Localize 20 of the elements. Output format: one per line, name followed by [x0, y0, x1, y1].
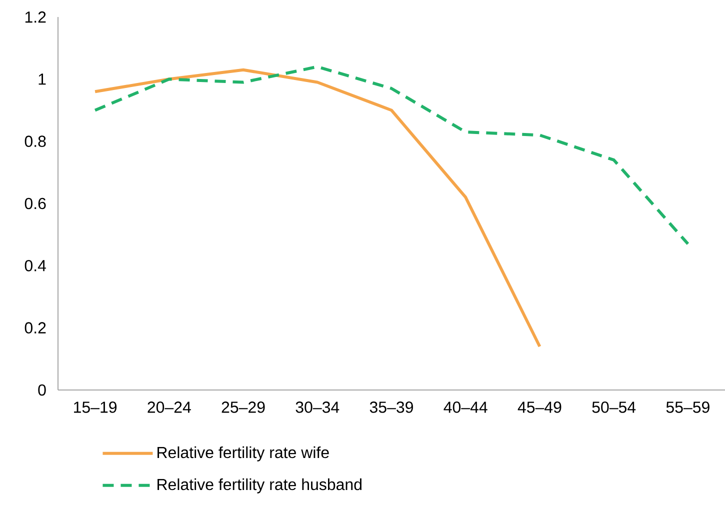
- y-tick-label: 0.6: [24, 198, 46, 210]
- x-tick-label: 30–34: [296, 402, 340, 413]
- line-series: [94, 65, 690, 246]
- y-tick-label: 1.2: [25, 11, 46, 23]
- x-tick-label: 15–19: [74, 402, 117, 413]
- x-tick-label: 50–54: [592, 402, 636, 413]
- x-tick-label: 35–39: [370, 402, 413, 413]
- legend-label: Relative fertility rate husband: [158, 478, 362, 494]
- y-tick-label: 0.8: [24, 136, 46, 147]
- x-tick-label: 55–59: [666, 402, 710, 413]
- line-series: [94, 68, 542, 348]
- y-tick-label: 0.4: [24, 260, 46, 272]
- legend-label: Relative fertility rate wife: [158, 446, 329, 462]
- y-tick-label: 1: [38, 74, 46, 85]
- x-tick-label: 20–24: [148, 402, 191, 413]
- x-tick-label: 45–49: [518, 402, 562, 413]
- y-tick-label: 0.2: [24, 322, 46, 334]
- x-tick-label: 40–44: [444, 402, 488, 413]
- x-tick-label: 25–29: [222, 402, 265, 413]
- y-tick-label: 0: [38, 384, 46, 396]
